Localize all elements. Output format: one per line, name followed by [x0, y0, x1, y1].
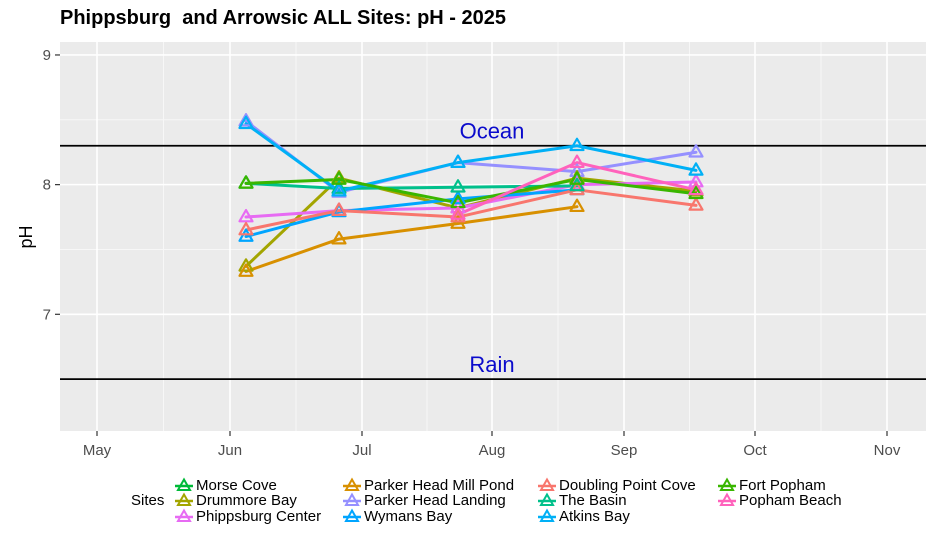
- data-point: [569, 154, 585, 168]
- legend-item: The Basin: [537, 492, 627, 509]
- legend-key-icon: [175, 492, 193, 506]
- legend-label: Morse Cove: [196, 477, 277, 494]
- data-point: [331, 231, 347, 245]
- legend-item: Wymans Bay: [342, 508, 452, 525]
- data-point: [450, 179, 466, 193]
- data-point: [569, 137, 585, 152]
- data-series: [238, 113, 704, 277]
- data-point: [688, 162, 704, 176]
- legend-item: Phippsburg Center: [174, 508, 321, 525]
- series-line: [456, 161, 698, 216]
- data-point: [331, 202, 347, 216]
- major-gridlines: [60, 42, 926, 431]
- series-line: [244, 205, 579, 274]
- data-point: [238, 175, 254, 189]
- data-point: [331, 171, 347, 185]
- y-tick-label: 8: [43, 177, 51, 194]
- legend-key-icon: [343, 508, 361, 522]
- chart-title: Phippsburg and Arrowsic ALL Sites: pH - …: [60, 7, 507, 29]
- legend-item: Popham Beach: [717, 492, 842, 509]
- legend-key-icon: [343, 477, 361, 491]
- data-point: [331, 183, 347, 197]
- legend-item: Drummore Bay: [174, 492, 297, 509]
- data-point: [450, 208, 466, 223]
- data-point: [688, 181, 704, 196]
- reference-label-ocean: Ocean: [460, 119, 525, 144]
- data-point: [238, 258, 254, 272]
- data-point: [238, 221, 254, 236]
- legend-label: Atkins Bay: [559, 508, 630, 525]
- legend-key-icon: [175, 508, 193, 522]
- data-point: [688, 144, 704, 158]
- legend-label: Fort Popham: [739, 477, 826, 494]
- data-point: [569, 171, 585, 185]
- legend-label: Popham Beach: [739, 492, 842, 509]
- series-line: [244, 188, 579, 238]
- legend-key-icon: [538, 492, 556, 506]
- data-point: [569, 198, 585, 213]
- legend-item: Doubling Point Cove: [537, 477, 696, 494]
- legend-key-icon: [718, 492, 736, 506]
- data-point: [569, 163, 585, 178]
- data-point: [450, 206, 466, 220]
- x-tick-label: Jun: [218, 442, 242, 459]
- chart-plot-area: Ocean Rain 7 8 9 May Jun Jul Aug Sep Oct Nov pH: [16, 42, 926, 459]
- legend-label: Doubling Point Cove: [559, 477, 696, 494]
- x-tick-label: Sep: [611, 442, 638, 459]
- legend-item: Parker Head Landing: [342, 492, 506, 509]
- y-axis-title: pH: [16, 225, 36, 248]
- series-line: [244, 122, 698, 193]
- data-point: [569, 181, 585, 196]
- legend-title: Sites: [131, 492, 165, 509]
- legend-key-icon: [718, 477, 736, 491]
- x-tick-label: Nov: [874, 442, 901, 459]
- x-tick-label: May: [83, 442, 112, 459]
- legend: Sites Morse Cove Drummore Bay Phippsburg C…: [0, 474, 937, 546]
- legend-label: Drummore Bay: [196, 492, 297, 509]
- reference-lines: Ocean Rain: [60, 119, 926, 381]
- legend-label: Wymans Bay: [364, 508, 453, 525]
- legend-item: Atkins Bay: [537, 508, 630, 525]
- data-point: [450, 154, 466, 168]
- data-point: [331, 180, 347, 194]
- reference-label-rain: Rain: [469, 352, 514, 377]
- series-line: [244, 181, 579, 191]
- data-point: [238, 263, 254, 277]
- data-point: [688, 197, 704, 211]
- data-point: [688, 185, 704, 200]
- plot-panel-background: [60, 42, 926, 431]
- legend-key-icon: [175, 477, 193, 491]
- legend-label: The Basin: [559, 492, 627, 509]
- legend-key-icon: [343, 492, 361, 506]
- legend-label: Parker Head Mill Pond: [364, 477, 515, 494]
- axes: 7 8 9 May Jun Jul Aug Sep Oct Nov: [43, 47, 901, 459]
- y-tick-label: 7: [43, 306, 51, 323]
- y-tick-label: 9: [43, 47, 51, 64]
- legend-key-icon: [538, 508, 556, 522]
- data-point: [450, 190, 466, 205]
- data-point: [238, 115, 254, 130]
- legend-key-icon: [538, 477, 556, 491]
- legend-item: Morse Cove: [174, 477, 277, 494]
- legend-item: Parker Head Mill Pond: [342, 477, 514, 494]
- legend-item: Fort Popham: [717, 477, 826, 494]
- data-point: [238, 208, 254, 223]
- legend-label: Phippsburg Center: [196, 508, 322, 525]
- legend-label: Parker Head Landing: [364, 492, 506, 509]
- x-tick-label: Jul: [352, 442, 371, 459]
- data-point: [238, 113, 254, 127]
- x-tick-label: Oct: [743, 442, 767, 459]
- x-tick-label: Aug: [479, 442, 506, 459]
